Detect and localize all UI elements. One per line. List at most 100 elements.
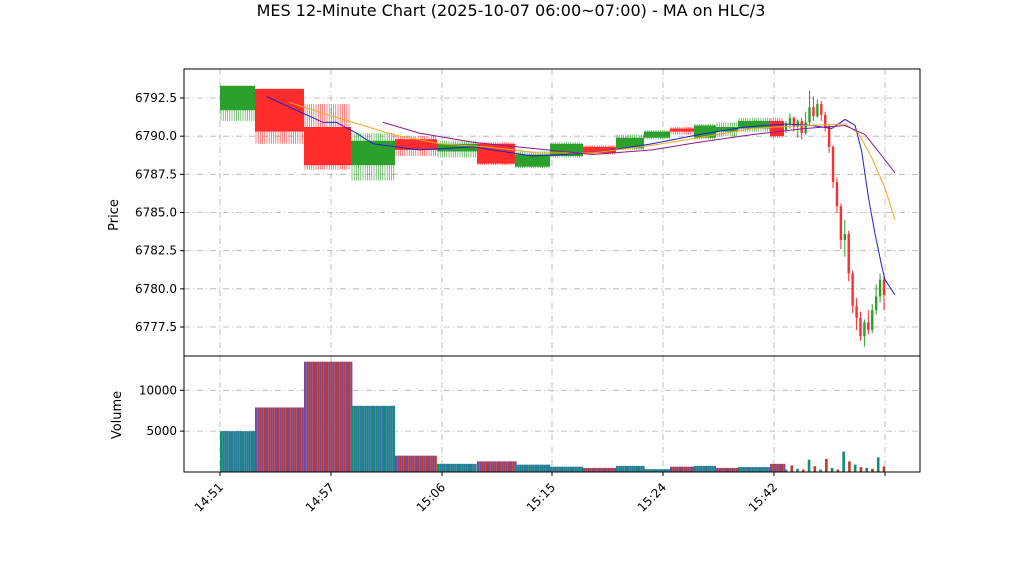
volume-bar xyxy=(666,469,669,472)
volume-bar xyxy=(323,361,326,472)
volume-block xyxy=(220,431,256,472)
volume-bar xyxy=(616,465,619,472)
volume-bar xyxy=(661,469,664,472)
volume-bar xyxy=(255,407,258,472)
volume-bar xyxy=(253,431,256,472)
volume-bar xyxy=(339,361,342,472)
price-block xyxy=(304,104,351,170)
volume-bar xyxy=(532,464,535,472)
volume-bar xyxy=(456,463,459,472)
price-bar-body xyxy=(859,317,862,337)
price-bar-body xyxy=(835,181,839,207)
price-block-body xyxy=(716,127,738,132)
price-block xyxy=(351,133,395,181)
volume-bar xyxy=(556,466,559,472)
volume-bar xyxy=(517,464,520,472)
price-block-body xyxy=(738,120,770,129)
price-bar-body xyxy=(874,296,878,311)
volume-bar xyxy=(521,464,524,472)
volume-bar xyxy=(266,407,269,472)
volume-bar xyxy=(242,431,245,472)
volume-bar xyxy=(618,465,621,472)
price-bar-body xyxy=(788,117,792,124)
volume-bar xyxy=(882,466,886,472)
volume-bar xyxy=(836,469,840,472)
volume-bar xyxy=(659,469,662,472)
volume-bar xyxy=(519,464,522,472)
volume-bar xyxy=(412,455,415,472)
volume-bar xyxy=(470,463,473,472)
price-block xyxy=(255,88,304,144)
volume-bar xyxy=(379,405,382,472)
volume-bar xyxy=(441,463,444,472)
volume-bar xyxy=(633,465,636,472)
volume-bar xyxy=(689,466,692,472)
volume-bar xyxy=(259,407,262,472)
volume-bar xyxy=(343,361,346,472)
volume-bar xyxy=(454,463,457,472)
volume-block xyxy=(738,467,771,472)
volume-bar xyxy=(731,467,734,472)
volume-bar xyxy=(463,463,466,472)
volume-bar xyxy=(589,467,592,472)
price-block-body xyxy=(304,127,351,166)
volume-bar xyxy=(768,467,771,472)
moving-average-line xyxy=(266,96,896,296)
volume-bar xyxy=(744,467,747,472)
volume-bar xyxy=(272,407,275,472)
volume-bar xyxy=(528,464,531,472)
volume-bar xyxy=(432,455,435,472)
x-tick-label: 14:57 xyxy=(303,480,337,514)
volume-y-label: Volume xyxy=(110,391,125,439)
volume-bar xyxy=(308,361,311,472)
volume-bar xyxy=(801,469,805,472)
price-bar-body xyxy=(804,122,807,134)
volume-bar xyxy=(319,361,322,472)
price-grid xyxy=(184,69,920,356)
price-block-body xyxy=(644,131,670,138)
volume-bar xyxy=(600,467,603,472)
volume-bar xyxy=(459,463,462,472)
volume-bar xyxy=(492,461,495,472)
volume-bar xyxy=(503,461,506,472)
volume-bar xyxy=(445,463,448,472)
volume-bar xyxy=(224,431,227,472)
volume-bar xyxy=(290,407,293,472)
price-bar-body xyxy=(878,279,882,297)
volume-bar xyxy=(609,467,612,472)
volume-bar xyxy=(235,431,238,472)
volume-bar xyxy=(620,465,623,472)
price-bar-body xyxy=(871,310,874,331)
moving-average-line xyxy=(382,121,896,174)
volume-bar xyxy=(228,431,231,472)
volume-bar xyxy=(399,455,402,472)
volume-bar xyxy=(397,455,400,472)
volume-bar xyxy=(591,467,594,472)
volume-bar xyxy=(299,407,302,472)
price-bar-body xyxy=(792,117,796,128)
volume-bar xyxy=(687,466,690,472)
volume-bar xyxy=(676,466,679,472)
volume-bar xyxy=(437,463,440,472)
volume-bar xyxy=(871,468,874,472)
price-block xyxy=(437,140,477,158)
volume-bar xyxy=(279,407,282,472)
volume-bar xyxy=(499,461,502,472)
volume-bar xyxy=(288,407,291,472)
volume-bar xyxy=(565,466,568,472)
volume-bar xyxy=(530,464,533,472)
volume-bar xyxy=(366,405,369,472)
price-bar-body xyxy=(827,127,831,147)
volume-bar xyxy=(450,463,453,472)
volume-bar xyxy=(373,405,376,472)
price-bar-body xyxy=(824,114,827,128)
volume-block xyxy=(616,465,645,472)
volume-bar xyxy=(357,405,360,472)
volume-block xyxy=(694,465,716,472)
volume-bar xyxy=(764,467,767,472)
volume-bar xyxy=(443,463,446,472)
volume-bar xyxy=(716,467,719,472)
volume-bar xyxy=(353,405,356,472)
volume-bar xyxy=(627,465,630,472)
price-block xyxy=(670,127,694,135)
